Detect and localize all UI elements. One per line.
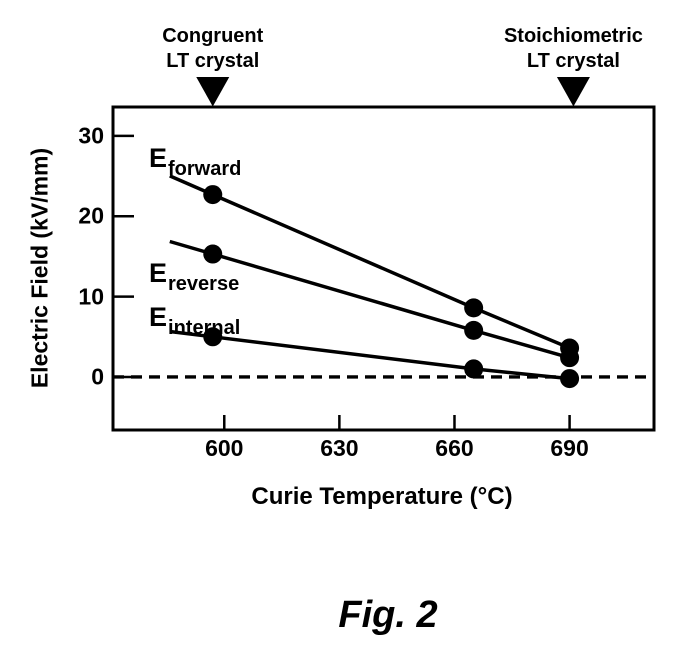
data-point-E_internal (560, 369, 580, 389)
series-line-E_reverse (169, 239, 571, 360)
annotation-stoichiometric-lt-crystal: Stoichiometric LT crystal (504, 24, 643, 74)
data-point-E_forward (464, 298, 484, 318)
annotation-line-1: Congruent (162, 25, 264, 47)
data-point-E_reverse (560, 348, 580, 368)
data-point-E_internal (464, 359, 484, 379)
series-line-E_internal (169, 329, 570, 381)
data-point-E_reverse (464, 320, 484, 340)
y-tick-label-20: 20 (78, 202, 104, 229)
x-tick-label-690: 690 (550, 435, 589, 461)
annotation-line-1: Stoichiometric (503, 25, 643, 47)
y-tick-label-30: 30 (78, 122, 104, 149)
crystal-marker-triangle-icon (196, 77, 230, 107)
series-label-symbol: E (149, 258, 168, 288)
plot-box (111, 105, 656, 432)
annotation-congruent-lt-crystal: Congruent LT crystal (162, 24, 263, 74)
series-label-e-reverse: Ereverse (149, 258, 240, 296)
series-label-e-forward: Eforward (149, 143, 242, 181)
x-tick-label-600: 600 (205, 435, 244, 461)
series-label-symbol: E (149, 143, 168, 173)
x-axis-title: Curie Temperature (°C) (251, 483, 513, 510)
series-label-symbol: E (149, 302, 168, 332)
crystal-marker-triangle-icon (556, 77, 590, 107)
data-point-E_reverse (203, 244, 223, 264)
x-tick-label-630: 630 (320, 435, 359, 461)
annotation-line-2: LT crystal (166, 50, 260, 72)
series-label-e-internal: Einternal (149, 302, 241, 340)
series-label-subscript: reverse (168, 273, 240, 296)
figure-caption: Fig. 2 (338, 594, 438, 636)
y-tick-label-0: 0 (91, 363, 104, 390)
x-tick-label-660: 660 (435, 435, 474, 461)
series-label-subscript: internal (168, 317, 241, 340)
series-label-subscript: forward (168, 158, 242, 181)
y-tick-label-10: 10 (78, 283, 104, 310)
annotation-line-2: LT crystal (526, 50, 620, 72)
data-point-E_internal (203, 327, 223, 347)
y-axis-title: Electric Field (kV/mm) (26, 147, 53, 389)
series-line-E_forward (169, 174, 571, 350)
data-point-E_forward (203, 185, 223, 205)
